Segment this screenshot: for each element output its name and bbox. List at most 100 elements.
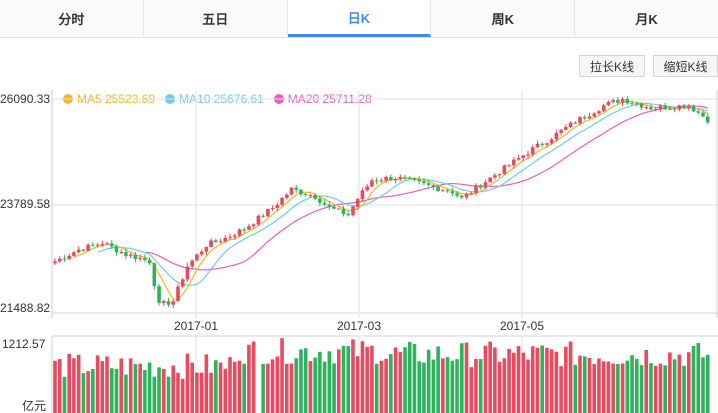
- candle-body: [464, 193, 469, 198]
- volume-bar: [663, 365, 667, 413]
- volume-bar: [436, 346, 440, 413]
- candle: [161, 299, 166, 306]
- candle-body: [86, 244, 90, 251]
- candle: [209, 238, 213, 248]
- candle-body: [545, 143, 549, 145]
- volume-bar: [232, 361, 237, 413]
- candle-body: [95, 244, 100, 246]
- candle: [355, 197, 360, 211]
- candle-body: [564, 127, 568, 130]
- volume-bar: [630, 355, 634, 413]
- candle: [53, 258, 57, 266]
- shorten-candles-button[interactable]: 缩短K线: [653, 55, 718, 77]
- candle: [488, 176, 492, 183]
- candle-body: [370, 180, 374, 187]
- volume-bar: [204, 354, 209, 413]
- candle: [582, 114, 587, 121]
- candle-body: [554, 132, 559, 140]
- candle: [578, 115, 582, 126]
- candle: [128, 252, 133, 259]
- volume-bar: [497, 361, 502, 413]
- candle: [180, 277, 185, 289]
- tab-weekly-k[interactable]: 周K: [431, 0, 576, 37]
- tab-intraday[interactable]: 分时: [0, 0, 144, 37]
- candle-body: [426, 183, 431, 185]
- volume-bar: [280, 338, 284, 413]
- volume-bar: [152, 376, 157, 413]
- candle: [658, 104, 663, 112]
- volume-bar: [275, 356, 280, 413]
- candle-body: [337, 208, 341, 210]
- volume-bar: [147, 362, 152, 413]
- candle: [559, 128, 563, 136]
- candle: [289, 187, 294, 196]
- ma10-line: [97, 102, 708, 286]
- tab-daily-k[interactable]: 日K: [287, 0, 432, 37]
- date-tick-2017-03: 2017-03: [337, 319, 381, 333]
- volume-bar: [502, 358, 507, 413]
- volume-bar: [237, 360, 242, 413]
- ma5-line: [73, 100, 709, 300]
- volume-bar: [143, 370, 147, 413]
- candle-body: [582, 117, 587, 119]
- candle-body: [407, 177, 412, 179]
- volume-bar: [251, 341, 256, 413]
- candle-body: [180, 279, 185, 287]
- candle-body: [360, 190, 365, 199]
- volume-bar: [398, 352, 403, 413]
- date-tick-2017-05: 2017-05: [500, 319, 544, 333]
- candle: [152, 262, 157, 290]
- volume-bar: [105, 356, 109, 413]
- volume-bar: [422, 362, 426, 413]
- lengthen-candles-button[interactable]: 拉长K线: [579, 55, 645, 77]
- candle: [474, 183, 478, 196]
- ma20-line: [144, 105, 708, 271]
- candle-body: [530, 147, 535, 155]
- candle: [138, 254, 142, 262]
- candle: [360, 187, 365, 202]
- candle: [67, 253, 71, 261]
- volume-bar: [209, 372, 213, 413]
- candle: [322, 199, 327, 207]
- candle-body: [270, 208, 275, 210]
- volume-bar: [95, 355, 100, 413]
- candle: [157, 283, 161, 306]
- volume-bar: [308, 361, 313, 413]
- tab-monthly-k[interactable]: 月K: [575, 0, 718, 37]
- candles: [53, 96, 710, 309]
- candle: [403, 174, 407, 181]
- candle-body: [696, 111, 701, 113]
- tab-five-day[interactable]: 五日: [143, 0, 288, 37]
- candle-body: [620, 99, 625, 103]
- candle: [280, 197, 284, 207]
- candle-body: [161, 301, 166, 303]
- candle-body: [469, 192, 474, 194]
- price-tick-max: 26090.33: [0, 92, 50, 106]
- volume-bar: [62, 376, 67, 413]
- candle-body: [204, 247, 209, 252]
- candle: [549, 137, 554, 145]
- volume-bar: [516, 346, 521, 413]
- candle-body: [152, 263, 157, 287]
- volume-bar: [687, 352, 691, 413]
- candle-body: [502, 165, 507, 175]
- volume-bar: [389, 354, 393, 413]
- candle: [284, 193, 289, 200]
- candle: [341, 205, 346, 217]
- volume-bar: [478, 359, 483, 413]
- volume-bar: [639, 365, 644, 413]
- volume-bar: [450, 360, 455, 413]
- volume-bar: [469, 367, 474, 413]
- candle: [313, 193, 317, 200]
- candle: [337, 207, 341, 210]
- candle: [459, 195, 464, 200]
- volume-bar: [124, 374, 128, 413]
- volume-bar: [157, 367, 161, 413]
- volume-bar: [393, 347, 398, 413]
- candle-body: [199, 251, 204, 255]
- candle-body: [450, 191, 455, 194]
- candle-body: [384, 177, 388, 181]
- volume-bar: [701, 357, 705, 413]
- candle: [133, 251, 138, 263]
